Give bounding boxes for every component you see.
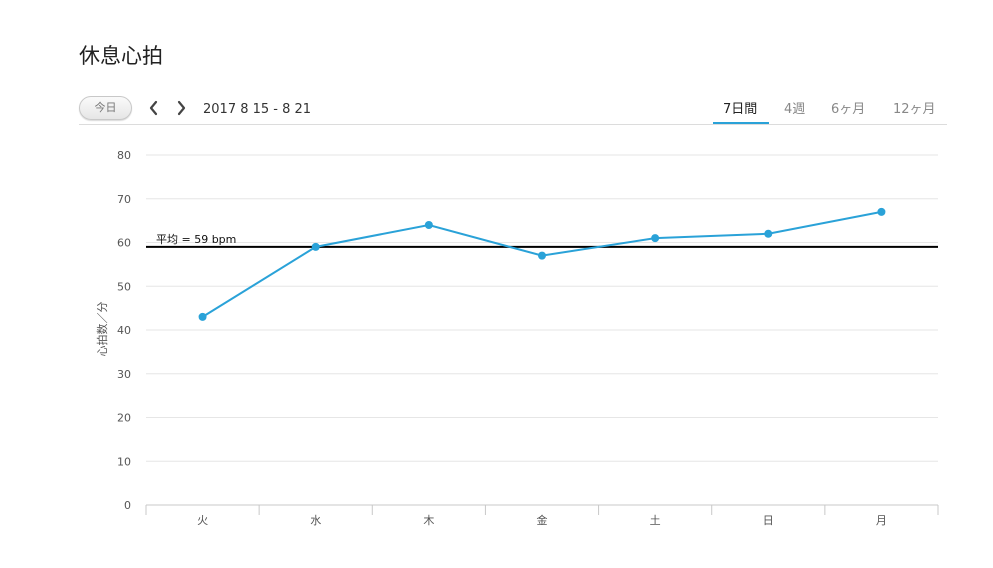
average-label: 平均 = 59 bpm — [156, 233, 236, 246]
y-tick-label: 70 — [117, 193, 131, 206]
x-tick-label: 月 — [876, 514, 887, 527]
y-tick-label: 20 — [117, 412, 131, 425]
tab-12-months[interactable]: 12ヶ月 — [893, 102, 936, 117]
data-point[interactable] — [764, 229, 773, 238]
chevron-left-icon[interactable] — [146, 98, 162, 118]
page-title: 休息心拍 — [79, 44, 163, 68]
x-axis: 火水木金土日月 — [145, 504, 939, 527]
date-range: 2017 8 15 - 8 21 — [203, 102, 312, 117]
y-tick-label: 30 — [117, 368, 131, 381]
x-tick-label: 水 — [310, 514, 321, 527]
data-point[interactable] — [198, 312, 207, 321]
tab-4-weeks[interactable]: 4週 — [784, 102, 806, 117]
toolbar: 今日 2017 8 15 - 8 21 7日間 4週 6ヶ月 12ヶ月 — [0, 92, 993, 126]
tab-7-days[interactable]: 7日間 — [723, 102, 758, 117]
y-axis-ticks: 0 10 20 30 40 50 60 70 80 — [117, 149, 131, 512]
data-point[interactable] — [311, 242, 320, 251]
grid-lines — [146, 154, 938, 462]
series-line — [202, 210, 882, 318]
y-tick-label: 0 — [124, 499, 131, 512]
toolbar-divider — [79, 124, 947, 125]
tab-6-months[interactable]: 6ヶ月 — [831, 102, 866, 117]
x-tick-label: 土 — [650, 514, 661, 527]
x-tick-label: 木 — [423, 514, 434, 527]
x-tick-label: 日 — [763, 514, 774, 527]
y-tick-label: 50 — [117, 280, 131, 293]
data-point[interactable] — [877, 207, 886, 216]
data-point[interactable] — [424, 221, 433, 229]
data-point[interactable] — [651, 234, 660, 243]
active-tab-indicator — [713, 122, 769, 125]
y-tick-label: 60 — [117, 237, 131, 250]
y-axis-label: 心拍数／分 — [95, 302, 109, 357]
y-tick-label: 40 — [117, 324, 131, 337]
x-tick-label: 金 — [537, 513, 548, 527]
data-point[interactable] — [538, 251, 546, 260]
x-tick-label: 火 — [197, 514, 208, 527]
average-line-group: 平均 = 59 bpm — [146, 233, 938, 248]
y-tick-label: 80 — [117, 149, 131, 162]
y-tick-label: 10 — [117, 455, 131, 468]
today-button[interactable]: 今日 — [79, 96, 132, 120]
chevron-right-icon[interactable] — [173, 98, 189, 118]
heart-rate-series — [198, 207, 886, 321]
